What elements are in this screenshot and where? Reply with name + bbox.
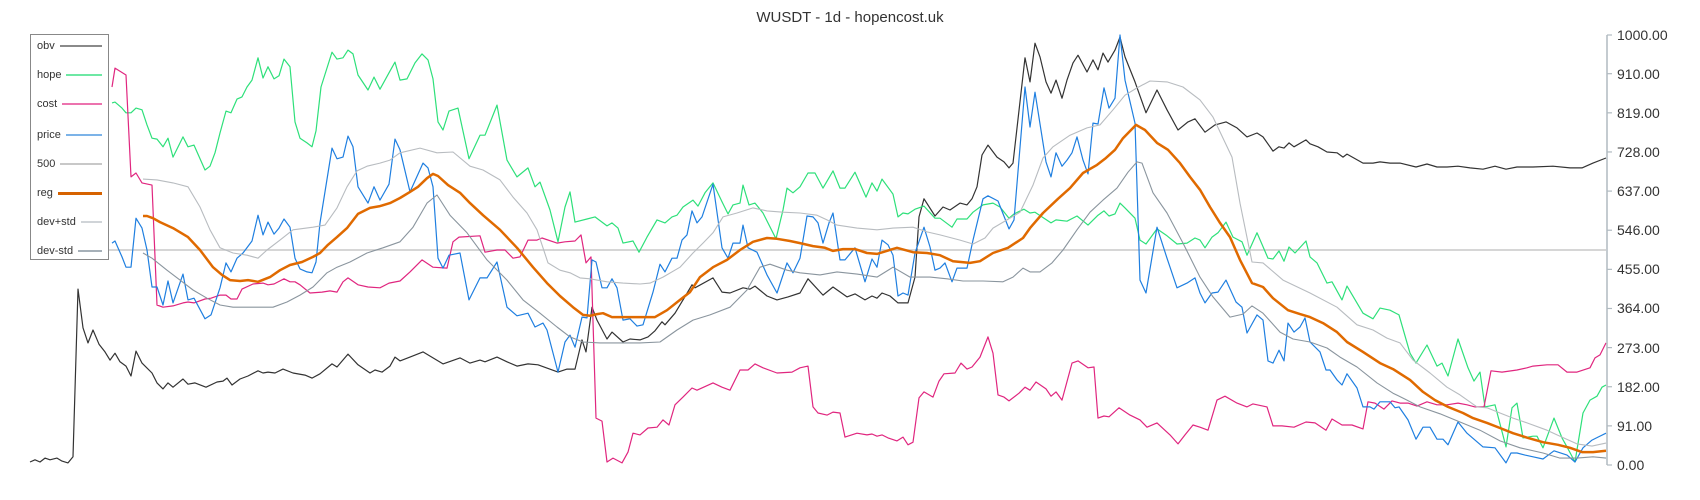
legend-swatch: [66, 74, 102, 76]
chart-title: WUSDT - 1d - hopencost.uk: [756, 9, 944, 26]
legend-item-500[interactable]: 500: [37, 157, 102, 171]
y-axis-tick-label: 182.00: [1617, 378, 1660, 395]
y-axis-tick-label: 546.00: [1617, 222, 1660, 239]
y-axis-tick-label: 637.00: [1617, 183, 1660, 200]
series-line-dev-plus-std[interactable]: [142, 80, 1607, 447]
legend: obv hope cost price 500 reg dev+std dev: [30, 34, 109, 260]
legend-label: price: [37, 129, 61, 141]
legend-item-cost[interactable]: cost: [37, 97, 102, 111]
y-axis-tick-label: 0.00: [1617, 457, 1645, 473]
legend-item-dev-minus-std[interactable]: dev-std: [37, 244, 102, 258]
y-axis-tick-label: 819.00: [1617, 104, 1660, 121]
legend-label: hope: [37, 69, 62, 81]
legend-swatch: [60, 163, 102, 165]
y-axis-tick-label: 364.00: [1617, 300, 1660, 317]
legend-item-dev-plus-std[interactable]: dev+std: [37, 215, 102, 229]
series-line-price[interactable]: [111, 34, 1607, 464]
legend-swatch: [80, 221, 102, 223]
legend-swatch: [62, 103, 102, 105]
legend-item-obv[interactable]: obv: [37, 39, 102, 53]
legend-label: dev-std: [37, 245, 74, 257]
series-line-hope[interactable]: [111, 49, 1607, 463]
y-axis-tick-label: 455.00: [1617, 261, 1660, 278]
legend-swatch: [65, 134, 102, 136]
legend-item-price[interactable]: price: [37, 128, 102, 142]
legend-label: 500: [37, 158, 56, 170]
series-line-cost[interactable]: [111, 67, 1607, 464]
legend-label: cost: [37, 98, 58, 110]
y-axis-tick-label: 910.00: [1617, 65, 1660, 82]
y-axis-tick-label: 728.00: [1617, 143, 1660, 160]
legend-swatch: [59, 45, 102, 47]
y-axis-tick-label: 273.00: [1617, 339, 1660, 356]
legend-label: reg: [37, 187, 53, 199]
legend-item-reg[interactable]: reg: [37, 186, 102, 200]
series-line-reg[interactable]: [143, 123, 1607, 454]
legend-label: obv: [37, 40, 55, 52]
legend-swatch: [78, 250, 102, 252]
series-line-obv[interactable]: [29, 36, 1607, 464]
y-axis-tick-label: 1000.00: [1617, 27, 1668, 43]
legend-item-hope[interactable]: hope: [37, 68, 102, 82]
y-axis-tick-label: 91.00: [1617, 417, 1653, 434]
legend-swatch: [57, 191, 102, 195]
series-line-dev-std[interactable]: [142, 161, 1607, 459]
legend-label: dev+std: [37, 216, 76, 228]
